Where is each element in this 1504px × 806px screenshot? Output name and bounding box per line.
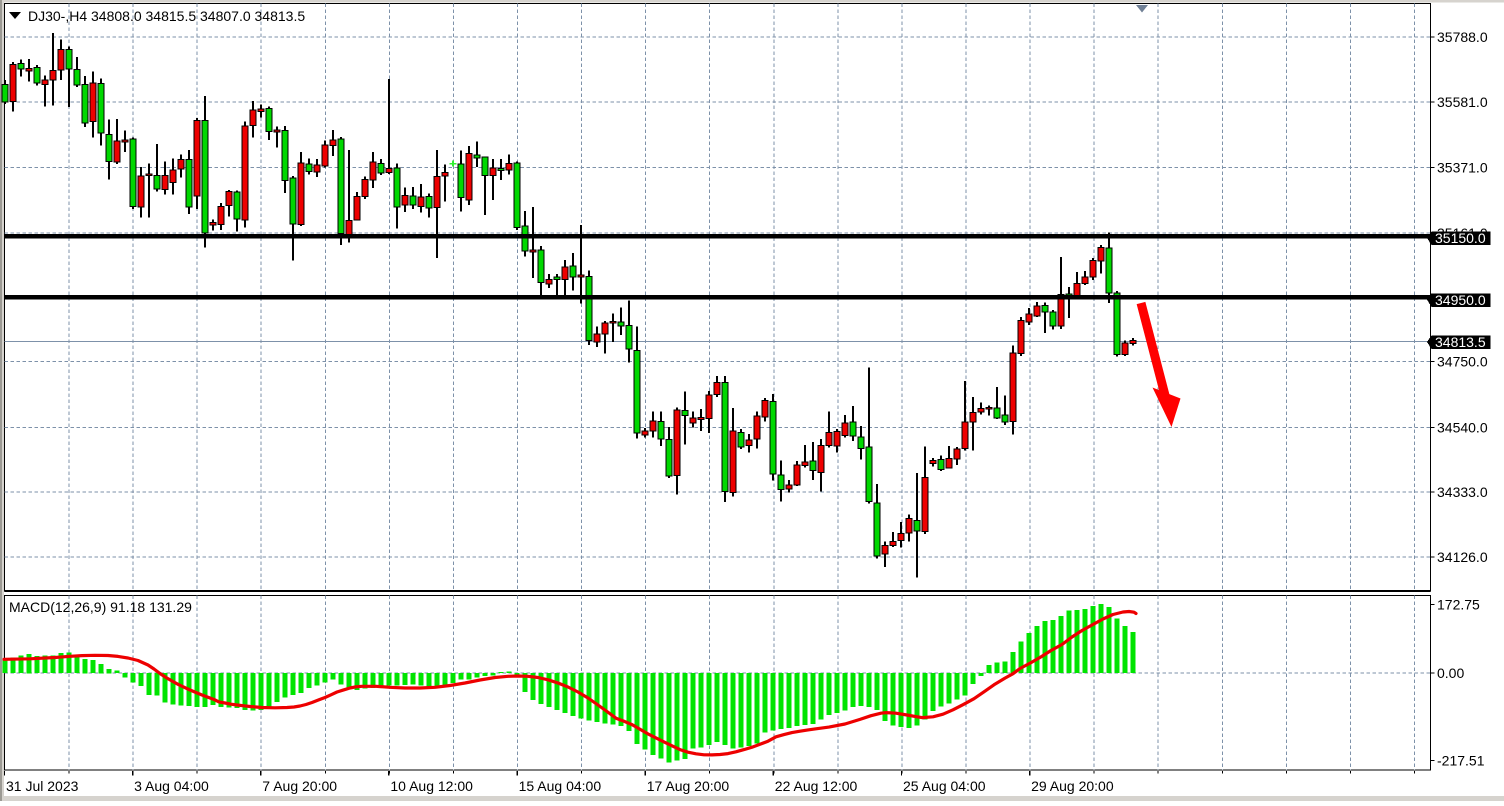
- svg-text:34950.0: 34950.0: [1435, 292, 1486, 308]
- svg-text:0.00: 0.00: [1437, 665, 1464, 681]
- svg-text:35150.0: 35150.0: [1435, 230, 1486, 246]
- svg-text:-217.51: -217.51: [1437, 752, 1485, 768]
- svg-text:34750.0: 34750.0: [1437, 354, 1488, 370]
- svg-text:15 Aug 04:00: 15 Aug 04:00: [519, 778, 602, 794]
- svg-text:35581.0: 35581.0: [1437, 94, 1488, 110]
- svg-text:35371.0: 35371.0: [1437, 160, 1488, 176]
- svg-text:22 Aug 12:00: 22 Aug 12:00: [775, 778, 858, 794]
- svg-text:31 Jul 2023: 31 Jul 2023: [6, 778, 79, 794]
- svg-text:3 Aug 04:00: 3 Aug 04:00: [134, 778, 209, 794]
- svg-text:34540.0: 34540.0: [1437, 419, 1488, 435]
- svg-text:DJ30-,H4 34808.0 34815.5 3480: DJ30-,H4 34808.0 34815.5 34807.0 34813.5: [28, 8, 305, 24]
- svg-text:MACD(12,26,9) 91.18 131.29: MACD(12,26,9) 91.18 131.29: [9, 599, 192, 615]
- svg-text:29 Aug 20:00: 29 Aug 20:00: [1031, 778, 1114, 794]
- svg-text:35788.0: 35788.0: [1437, 29, 1488, 45]
- svg-text:172.75: 172.75: [1437, 597, 1480, 613]
- svg-text:34126.0: 34126.0: [1437, 549, 1488, 565]
- svg-text:10 Aug 12:00: 10 Aug 12:00: [390, 778, 473, 794]
- svg-text:34333.0: 34333.0: [1437, 484, 1488, 500]
- svg-text:17 Aug 20:00: 17 Aug 20:00: [647, 778, 730, 794]
- svg-text:25 Aug 04:00: 25 Aug 04:00: [903, 778, 986, 794]
- svg-text:34813.5: 34813.5: [1435, 334, 1486, 350]
- svg-text:7 Aug 20:00: 7 Aug 20:00: [262, 778, 337, 794]
